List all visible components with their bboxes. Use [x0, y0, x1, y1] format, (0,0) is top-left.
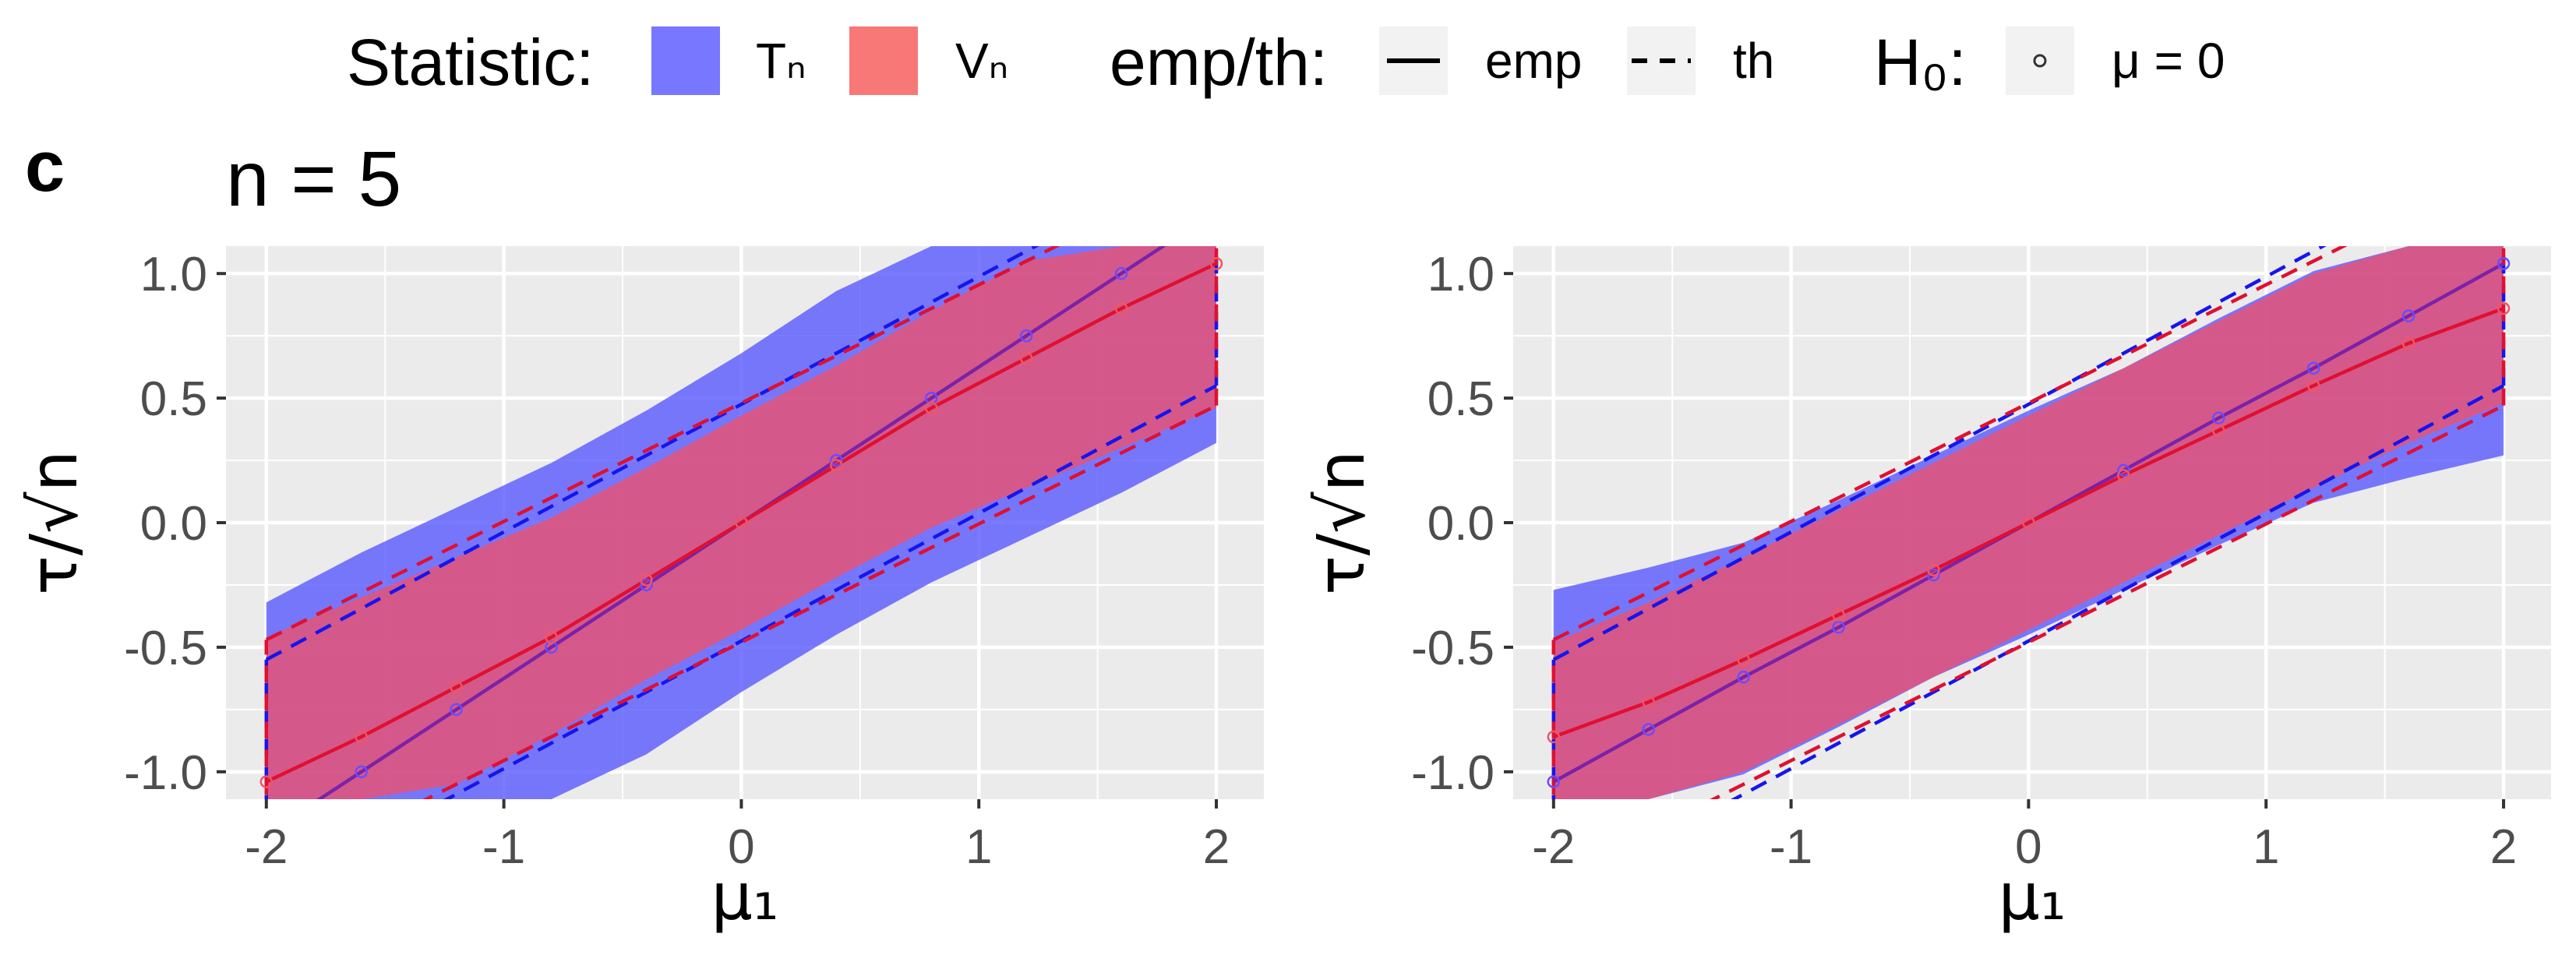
left-h0-point-v — [735, 516, 748, 530]
legend-key-open-circle — [2006, 26, 2074, 95]
legend-title-emp-th: emp/th: — [1110, 26, 1329, 99]
left-h0-point-t — [830, 453, 843, 467]
legend-label-mu0: μ = 0 — [2112, 33, 2225, 89]
right-y-tick-label: 0.0 — [1427, 497, 1494, 551]
panel-tag: c — [25, 127, 65, 206]
left-y-tick-label: -1.0 — [124, 746, 207, 800]
left-x-tick-label: -2 — [245, 820, 288, 874]
left-y-tick-label: 0.5 — [140, 372, 207, 426]
right-h0-point-t — [1927, 568, 1940, 582]
right-th-lower-t — [1731, 384, 2505, 799]
left-h0-point-v — [1114, 301, 1128, 315]
right-h0-point-t — [1642, 723, 1655, 736]
right-x-axis-title: μ₁ — [1998, 858, 2066, 935]
left-y-tick-label: 1.0 — [140, 248, 207, 301]
left-plot-area — [264, 246, 1219, 799]
legend-label-v: Vₙ — [955, 33, 1009, 89]
left-y-axis-title: τ/√n — [16, 450, 92, 595]
right-y-tick-label: -1.0 — [1411, 746, 1494, 800]
left-y-tick-label: -0.5 — [124, 622, 207, 675]
right-h0-point-v — [1832, 608, 1845, 622]
legend-label-th: th — [1733, 33, 1775, 89]
right-x-tick-label: -1 — [1770, 820, 1812, 874]
right-h0-point-t — [2212, 411, 2225, 425]
right-h0-point-v — [2117, 468, 2130, 482]
right-th-upper-v — [1552, 246, 2348, 642]
right-y-tick-label: 1.0 — [1427, 248, 1494, 301]
left-h0-point-t — [1019, 329, 1033, 343]
right-h0-point-t — [2401, 309, 2415, 322]
right-x-tick-label: -2 — [1532, 820, 1575, 874]
right-h0-point-v — [2022, 516, 2035, 530]
left-emp-line-v — [265, 262, 1217, 784]
right-h0-point-v — [2401, 337, 2415, 350]
legend-key-solid-line — [1379, 26, 1448, 95]
legend: Statistic: Tₙ Vₙ emp/th: emp th H₀: μ = … — [0, 0, 2576, 125]
right-h0-point-t — [1547, 775, 1561, 788]
left-x-tick-label: -1 — [482, 820, 525, 874]
right-h0-point-v — [1642, 696, 1655, 709]
left-x-axis-title: μ₁ — [711, 858, 778, 935]
right-h0-point-v — [2306, 379, 2320, 393]
chart-left: -2 -1 0 1 2 -1.0 -0.5 0.0 0.5 1.0 μ₁ τ/√n — [16, 246, 1264, 935]
legend-key-dashed-line — [1627, 26, 1696, 95]
right-h0-point-v — [2212, 424, 2225, 437]
left-h0-point-v — [355, 730, 368, 744]
right-h0-point-t — [2306, 361, 2320, 375]
right-y-axis-title: τ/√n — [1303, 450, 1379, 595]
right-y-tick-label: -0.5 — [1411, 622, 1494, 675]
legend-key-v-swatch — [849, 26, 918, 95]
right-x-tick-label: 1 — [2253, 820, 2279, 874]
right-h0-point-v — [1737, 653, 1750, 667]
right-th-lower-v — [1710, 403, 2505, 799]
left-x-tick-label: 0 — [728, 820, 754, 874]
legend-label-t: Tₙ — [756, 33, 806, 89]
left-h0-point-t — [355, 765, 368, 779]
left-h0-point-v — [450, 680, 463, 694]
left-th-upper-t — [265, 246, 1039, 661]
right-h0-point-v — [2497, 301, 2511, 315]
panel-title: n = 5 — [226, 136, 402, 223]
left-h0-point-v — [1209, 257, 1223, 270]
right-plot-area — [1551, 246, 2506, 799]
right-h0-point-t — [2117, 463, 2130, 477]
left-h0-point-t — [640, 578, 653, 592]
left-x-tick-label: 2 — [1203, 820, 1230, 874]
right-h0-point-t — [1832, 621, 1845, 634]
left-th-lower-v — [422, 403, 1218, 799]
left-h0-point-v — [830, 459, 843, 472]
right-x-tick-label: 0 — [2015, 820, 2041, 874]
left-th-upper-v — [265, 246, 1060, 642]
legend-title-statistic: Statistic: — [347, 26, 595, 99]
left-h0-point-v — [640, 573, 653, 587]
right-h0-point-t — [2497, 257, 2511, 270]
left-x-tick-label: 1 — [965, 820, 992, 874]
chart-right: -2 -1 0 1 2 -1.0 -0.5 0.0 0.5 1.0 μ₁ τ/√n — [1303, 246, 2551, 935]
left-h0-point-v — [545, 630, 558, 644]
right-h0-point-t — [1737, 671, 1750, 684]
right-h0-point-v — [1547, 730, 1561, 744]
left-y-tick-label: 0.0 — [140, 497, 207, 551]
right-y-tick-label: 0.5 — [1427, 372, 1494, 426]
legend-key-t-swatch — [651, 26, 720, 95]
legend-label-emp: emp — [1485, 33, 1583, 89]
left-h0-point-v — [925, 401, 938, 415]
left-h0-point-v — [259, 775, 273, 788]
left-h0-point-t — [450, 703, 463, 717]
left-h0-point-v — [1019, 351, 1033, 365]
left-th-lower-t — [443, 384, 1218, 799]
legend-title-h0: H₀: — [1874, 26, 1967, 99]
right-th-upper-t — [1552, 246, 2327, 661]
right-x-tick-label: 2 — [2490, 820, 2517, 874]
right-h0-point-v — [1927, 563, 1940, 577]
right-emp-line-v — [1553, 306, 2504, 739]
left-h0-point-t — [1114, 266, 1128, 280]
